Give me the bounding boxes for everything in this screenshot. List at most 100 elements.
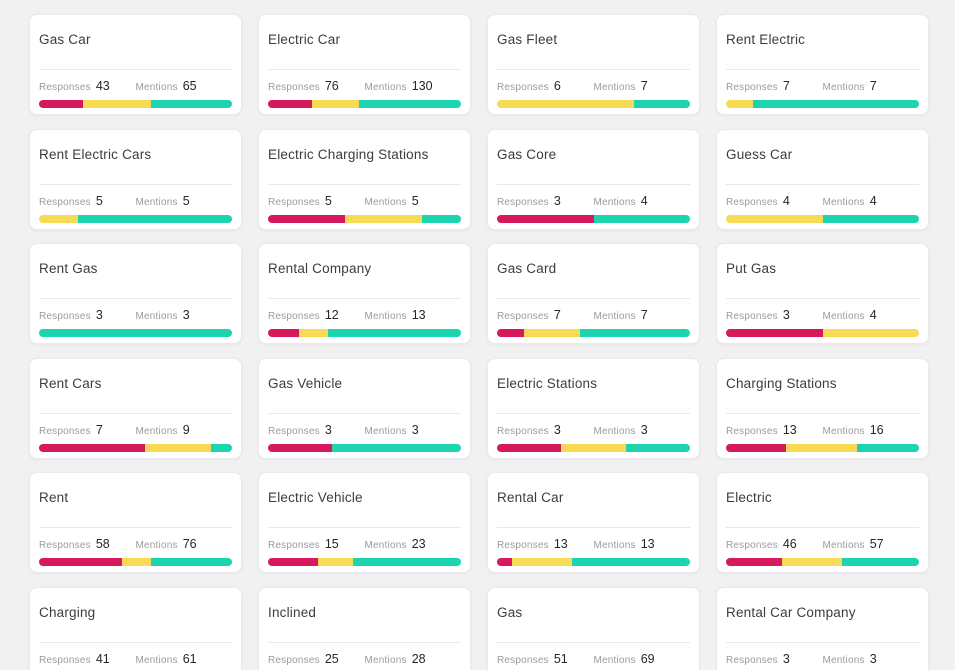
card-divider (497, 183, 690, 185)
bar-segment-neutral (145, 443, 211, 452)
mentions-label: Mentions (364, 196, 407, 208)
responses-value: 51 (553, 651, 568, 666)
mentions-value: 69 (640, 651, 655, 666)
sentiment-bar (726, 100, 919, 108)
responses-stat: Responses 25 (268, 652, 365, 666)
card-stats: Responses 3 Mentions 3 (268, 423, 461, 438)
mentions-label: Mentions (593, 425, 636, 437)
responses-label: Responses (268, 196, 320, 208)
topic-card[interactable]: Electric Responses 46 Mentions 57 (716, 472, 929, 573)
card-divider (268, 298, 461, 299)
topic-card[interactable]: Charging Stations Responses 13 Mentions … (716, 357, 929, 459)
card-title: Guess Car (726, 146, 793, 162)
responses-stat: Responses 12 (268, 308, 365, 322)
card-title: Gas Card (497, 261, 557, 276)
mentions-stat: Mentions 57 (823, 537, 884, 551)
responses-stat: Responses 51 (497, 652, 594, 666)
card-title: Rental Car Company (726, 604, 856, 620)
bar-segment-neutral (512, 558, 573, 566)
mentions-stat: Mentions 7 (823, 79, 877, 93)
mentions-label: Mentions (135, 311, 178, 322)
card-divider (39, 412, 232, 414)
mentions-stat: Mentions 4 (594, 194, 648, 208)
responses-label: Responses (726, 196, 778, 208)
topic-card[interactable]: Gas Fleet Responses 6 Mentions 7 (487, 14, 700, 115)
card-stats: Responses 76 Mentions 130 (268, 79, 461, 94)
topic-card[interactable]: Gas Core Responses 3 Mentions 4 (487, 128, 700, 230)
topic-card[interactable]: Rental Car Company Responses 3 Mentions … (716, 586, 929, 670)
topic-card[interactable]: Electric Charging Stations Responses 5 M… (258, 128, 471, 230)
responses-value: 76 (324, 79, 339, 93)
card-divider (726, 183, 919, 185)
responses-value: 3 (553, 193, 561, 208)
sentiment-bar (726, 443, 919, 452)
mentions-stat: Mentions 13 (365, 308, 426, 322)
bar-segment-neutral (39, 214, 78, 223)
card-stats: Responses 12 Mentions 13 (268, 308, 461, 323)
card-stats: Responses 41 Mentions 61 (39, 652, 232, 667)
topic-card[interactable]: Rent Gas Responses 3 Mentions 3 (29, 243, 242, 344)
sentiment-bar (497, 214, 690, 223)
sentiment-bar (39, 214, 232, 223)
bar-segment-negative (726, 558, 782, 566)
topic-card[interactable]: Rental Car Responses 13 Mentions 13 (487, 472, 700, 573)
responses-stat: Responses 13 (726, 423, 823, 437)
mentions-label: Mentions (822, 82, 865, 93)
mentions-label: Mentions (822, 540, 865, 551)
responses-stat: Responses 58 (39, 537, 136, 551)
topic-card[interactable]: Electric Vehicle Responses 15 Mentions 2… (258, 472, 471, 573)
responses-stat: Responses 3 (39, 308, 136, 322)
topic-card[interactable]: Gas Responses 51 Mentions 69 (487, 586, 700, 670)
responses-value: 6 (553, 79, 561, 93)
card-title: Electric Car (268, 32, 341, 47)
mentions-value: 57 (869, 537, 884, 551)
mentions-value: 130 (411, 79, 433, 93)
topic-card[interactable]: Gas Vehicle Responses 3 Mentions 3 (258, 357, 471, 459)
topic-card[interactable]: Electric Car Responses 76 Mentions 130 (258, 14, 471, 115)
bar-segment-neutral (121, 558, 151, 566)
mentions-label: Mentions (364, 425, 407, 437)
topic-card[interactable]: Rent Electric Responses 7 Mentions 7 (716, 14, 929, 115)
card-title: Electric Charging Stations (268, 146, 429, 162)
topic-card[interactable]: Gas Card Responses 7 Mentions 7 (487, 243, 700, 344)
topic-card[interactable]: Rent Cars Responses 7 Mentions 9 (29, 357, 242, 459)
card-divider (497, 412, 690, 414)
card-divider (39, 298, 232, 299)
sentiment-bar (268, 558, 461, 566)
topic-card[interactable]: Gas Car Responses 43 Mentions 65 (29, 14, 242, 115)
topic-card[interactable]: Put Gas Responses 3 Mentions 4 (716, 243, 929, 344)
mentions-stat: Mentions 13 (594, 537, 655, 551)
topic-card[interactable]: Rent Electric Cars Responses 5 Mentions … (29, 128, 242, 230)
responses-value: 7 (553, 308, 561, 322)
mentions-stat: Mentions 69 (594, 652, 655, 666)
topic-card[interactable]: Rent Responses 58 Mentions 76 (29, 472, 242, 573)
mentions-label: Mentions (822, 425, 865, 437)
card-stats: Responses 3 Mentions 4 (726, 308, 919, 323)
mentions-value: 7 (869, 79, 877, 93)
mentions-value: 7 (640, 308, 648, 322)
responses-label: Responses (39, 82, 91, 93)
sentiment-bar (268, 100, 461, 108)
bar-segment-negative (268, 443, 332, 452)
sentiment-bar (497, 558, 690, 566)
card-title: Rent Electric Cars (39, 146, 152, 162)
card-divider (268, 527, 461, 528)
mentions-stat: Mentions 4 (823, 194, 877, 208)
mentions-stat: Mentions 7 (594, 79, 648, 93)
topic-card[interactable]: Guess Car Responses 4 Mentions 4 (716, 128, 929, 230)
bar-segment-neutral (497, 100, 635, 108)
bar-segment-positive (352, 558, 461, 566)
responses-value: 5 (95, 193, 103, 208)
mentions-label: Mentions (364, 654, 407, 666)
responses-label: Responses (497, 82, 549, 93)
card-title: Rent (39, 490, 69, 505)
mentions-value: 16 (869, 422, 884, 437)
topic-card[interactable]: Rental Company Responses 12 Mentions 13 (258, 243, 471, 344)
topic-card[interactable]: Inclined Responses 25 Mentions 28 (258, 586, 471, 670)
responses-value: 3 (95, 308, 103, 322)
mentions-value: 3 (640, 422, 648, 437)
responses-value: 43 (95, 79, 110, 93)
topic-card[interactable]: Electric Stations Responses 3 Mentions 3 (487, 357, 700, 459)
card-divider (726, 412, 919, 414)
topic-card[interactable]: Charging Responses 41 Mentions 61 (29, 586, 242, 670)
